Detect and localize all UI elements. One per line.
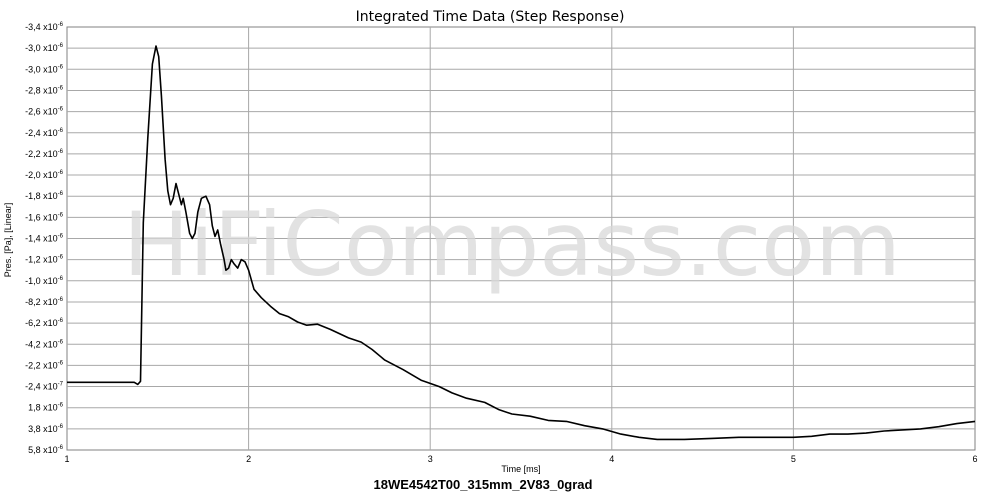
y-tick-label: -2,0 x10-6 <box>25 170 64 180</box>
y-tick-label: -2,2 x10-6 <box>25 360 64 370</box>
x-axis-ticks: 1 2 3 4 5 6 <box>64 454 977 464</box>
y-tick-label: -2,8 x10-6 <box>25 85 64 95</box>
y-tick-label: -2,6 x10-6 <box>25 107 64 117</box>
y-tick-label: -1,4 x10-6 <box>25 234 64 244</box>
series-line <box>67 45 976 441</box>
x-tick-label: 2 <box>246 454 251 464</box>
y-tick-label: -2,2 x10-6 <box>25 149 64 159</box>
x-axis-label: Time [ms] <box>501 464 540 474</box>
y-tick-label: -1,6 x10-6 <box>25 212 64 222</box>
y-axis-ticks: -3,4 x10-6 -3,0 x10-6 -3,0 x10-6 -2,8 x10-6… <box>25 22 64 455</box>
y-tick-label: 3,8 x10-6 <box>28 424 64 434</box>
y-tick-label: -3,4 x10-6 <box>25 22 64 32</box>
y-tick-label: -2,4 x10-7 <box>25 382 64 392</box>
y-tick-label: -1,2 x10-6 <box>25 255 64 265</box>
chart-title: Integrated Time Data (Step Response) <box>356 9 625 25</box>
y-tick-label: -2,4 x10-6 <box>25 128 64 138</box>
chart-subtitle: 18WE4542T00_315mm_2V83_0grad <box>374 477 593 492</box>
y-tick-label: -1,8 x10-6 <box>25 191 64 201</box>
x-tick-label: 4 <box>609 454 614 464</box>
y-tick-label: -4,2 x10-6 <box>25 339 64 349</box>
x-tick-label: 5 <box>791 454 796 464</box>
watermark: HiFiCompass.com <box>123 193 901 296</box>
y-tick-label: 1,8 x10-6 <box>28 403 64 413</box>
y-tick-label: 5,8 x10-6 <box>28 445 64 455</box>
y-tick-label: -1,0 x10-6 <box>25 276 64 286</box>
y-axis-label: Pres. [Pa], [Linear] <box>3 203 13 278</box>
x-tick-label: 3 <box>428 454 433 464</box>
y-tick-label: -3,0 x10-6 <box>25 64 64 74</box>
y-tick-label: -6,2 x10-6 <box>25 318 64 328</box>
x-tick-label: 6 <box>972 454 977 464</box>
grid-lines <box>67 27 975 450</box>
x-tick-label: 1 <box>64 454 69 464</box>
y-tick-label: -8,2 x10-6 <box>25 297 64 307</box>
y-tick-label: -3,0 x10-6 <box>25 43 64 53</box>
